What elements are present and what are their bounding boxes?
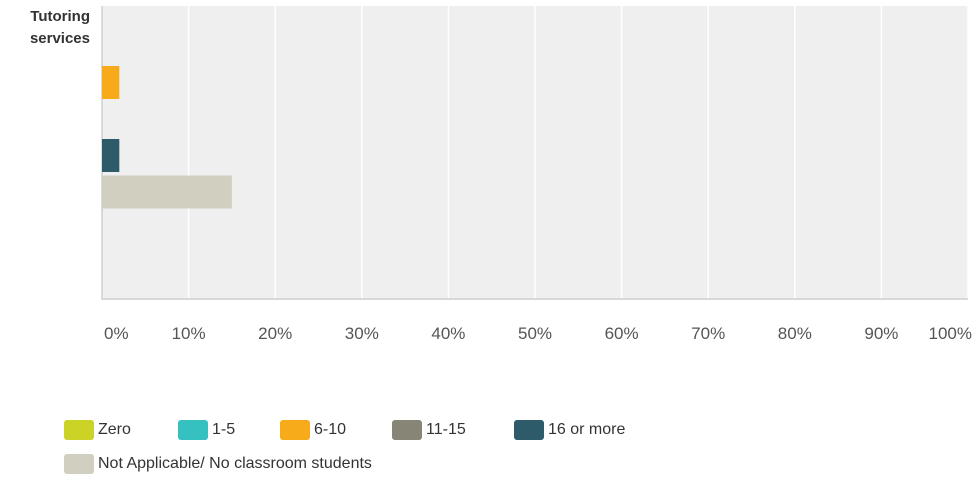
- legend-swatch: [392, 420, 422, 440]
- legend-label: Zero: [98, 421, 131, 438]
- legend-swatch: [514, 420, 544, 440]
- category-label: Tutoring services: [29, 8, 90, 47]
- x-tick-label: 50%: [518, 324, 552, 343]
- legend-label: 1-5: [212, 421, 236, 438]
- x-tick-label: 60%: [605, 324, 639, 343]
- legend-label: Not Applicable/ No classroom students: [98, 455, 372, 472]
- x-tick-label: 0%: [104, 324, 129, 343]
- bar-16-or-more: [102, 139, 120, 172]
- legend-item: 11-15: [392, 420, 466, 440]
- legend-label: 11-15: [426, 421, 466, 438]
- x-tick-label: 80%: [778, 324, 812, 343]
- bar-6-10: [102, 66, 120, 99]
- legend-item: 16 or more: [514, 420, 625, 440]
- legend-item: Not Applicable/ No classroom students: [64, 454, 372, 474]
- x-tick-label: 100%: [929, 324, 972, 343]
- bar-not-applicable-no-classroom-students: [102, 175, 232, 209]
- legend-label: 16 or more: [548, 421, 626, 438]
- legend-swatch: [64, 420, 94, 440]
- x-tick-label: 70%: [691, 324, 725, 343]
- legend-swatch: [178, 420, 208, 440]
- x-tick-label: 10%: [172, 324, 206, 343]
- x-tick-label: 90%: [864, 324, 898, 343]
- legend-swatch: [64, 454, 94, 474]
- legend-label: 6-10: [314, 421, 347, 438]
- x-tick-label: 30%: [345, 324, 379, 343]
- x-tick-label: 20%: [258, 324, 292, 343]
- x-tick-label: 40%: [431, 324, 465, 343]
- legend-item: 1-5: [178, 420, 235, 440]
- legend-swatch: [280, 420, 310, 440]
- legend-item: 6-10: [280, 420, 346, 440]
- legend-item: Zero: [64, 420, 131, 440]
